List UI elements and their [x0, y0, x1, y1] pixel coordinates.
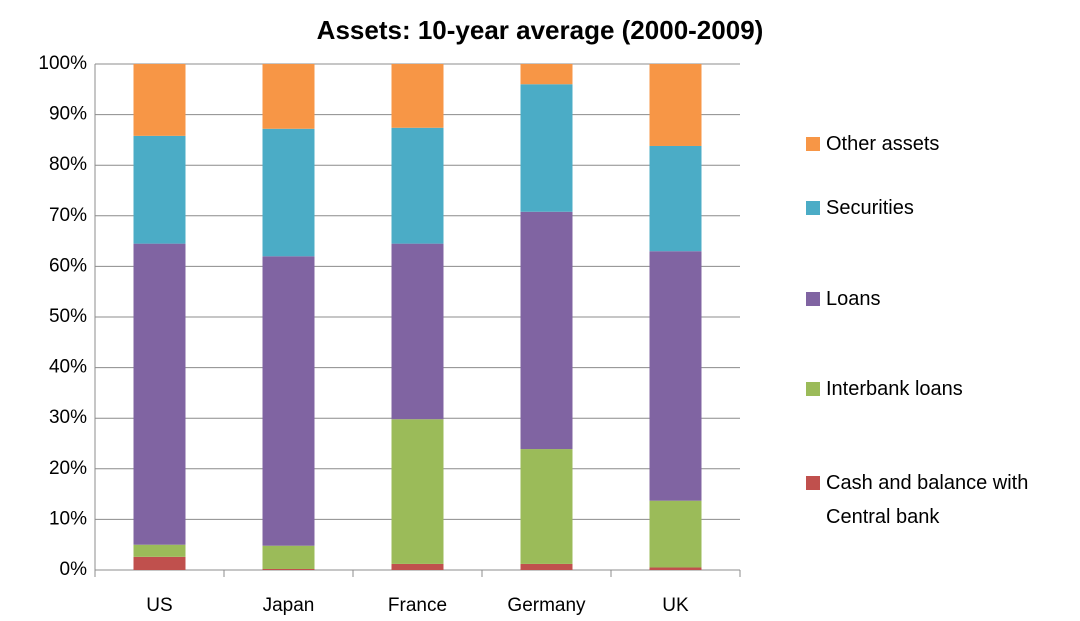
bar-segment	[133, 135, 186, 244]
bar-segment	[133, 243, 186, 545]
bar-segment	[391, 64, 444, 128]
y-tick-label: 20%	[49, 458, 87, 479]
chart-title: Assets: 10-year average (2000-2009)	[317, 15, 764, 45]
x-tick-label: US	[146, 595, 172, 616]
bar-segment	[133, 64, 186, 136]
legend-label: Interbank loans	[826, 378, 963, 400]
y-tick-label: 80%	[49, 154, 87, 175]
bar-segment	[520, 449, 573, 564]
x-tick-label: France	[388, 595, 447, 616]
legend-swatch	[806, 476, 820, 490]
bar-segment	[649, 251, 702, 501]
bar-segment	[649, 145, 702, 252]
bar-segment	[520, 84, 573, 212]
legend-item: Cash and balance with Central bank	[806, 466, 1076, 534]
bar-segment	[649, 567, 702, 570]
legend-label: Loans	[826, 288, 881, 310]
bar-segment	[649, 500, 702, 568]
legend-label: Cash and balance with Central bank	[826, 472, 1029, 528]
legend-item: Interbank loans	[806, 372, 1076, 406]
y-tick-label: 40%	[49, 357, 87, 378]
y-tick-label: 100%	[38, 53, 87, 74]
x-tick-label: UK	[662, 595, 689, 616]
legend-swatch	[806, 201, 820, 215]
bar-segment	[262, 256, 315, 546]
bar-segment	[391, 419, 444, 564]
bar-segment	[391, 243, 444, 420]
bar-segment	[520, 211, 573, 450]
bar-segment	[262, 128, 315, 257]
bar-segment	[262, 64, 315, 129]
y-tick-label: 90%	[49, 104, 87, 125]
y-tick-label: 10%	[49, 508, 87, 529]
bar-segment	[391, 563, 444, 570]
bar-segment	[133, 556, 186, 570]
legend-swatch	[806, 137, 820, 151]
bar-segment	[391, 127, 444, 244]
legend-item: Loans	[806, 282, 1076, 316]
legend-swatch	[806, 382, 820, 396]
legend-item: Securities	[806, 191, 1076, 225]
legend-label: Other assets	[826, 133, 940, 155]
y-tick-label: 30%	[49, 407, 87, 428]
bar-segment	[133, 544, 186, 557]
x-tick-label: Germany	[507, 595, 586, 616]
bar-segment	[520, 563, 573, 570]
y-tick-label: 50%	[49, 306, 87, 327]
bar-segment	[649, 64, 702, 146]
y-tick-label: 60%	[49, 255, 87, 276]
bar-segment	[262, 545, 315, 569]
legend-label: Securities	[826, 197, 914, 219]
y-tick-label: 70%	[49, 205, 87, 226]
legend-swatch	[806, 292, 820, 306]
y-tick-label: 0%	[60, 559, 88, 580]
bar-segment	[262, 568, 315, 570]
legend-item: Other assets	[806, 127, 1076, 161]
bar-segment	[520, 64, 573, 85]
x-tick-label: Japan	[263, 595, 315, 616]
